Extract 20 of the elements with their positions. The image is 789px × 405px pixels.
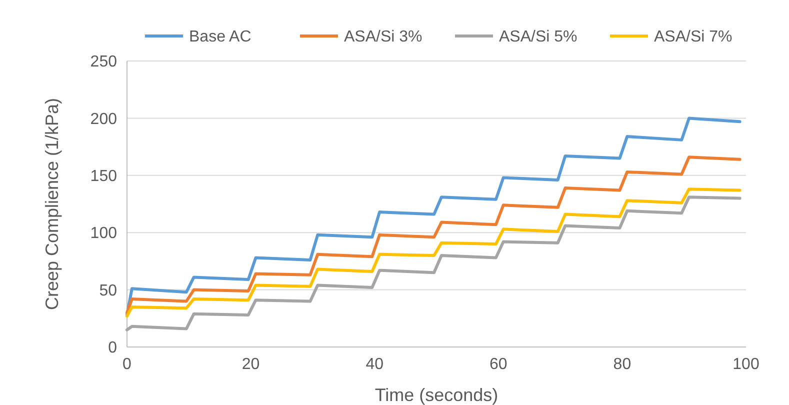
- x-tick-label: 40: [366, 356, 384, 373]
- x-tick-label: 100: [732, 356, 760, 373]
- legend-label: ASA/Si 3%: [344, 28, 422, 46]
- line-series: [126, 116, 742, 316]
- legend-label: ASA/Si 7%: [654, 28, 732, 46]
- x-axis-title: Time (seconds): [374, 385, 498, 405]
- x-tick-label: 60: [490, 356, 508, 373]
- x-tick-label: 0: [122, 356, 132, 373]
- y-tick-label: 50: [99, 282, 118, 300]
- y-tick-label: 150: [90, 168, 118, 185]
- y-tick-label: 250: [90, 54, 118, 71]
- legend-label: ASA/Si 5%: [499, 28, 578, 46]
- y-tick-label: 200: [90, 110, 118, 128]
- legend-label: Base AC: [189, 28, 252, 46]
- line-series: [126, 156, 742, 314]
- y-tick-label: 0: [108, 340, 118, 357]
- x-tick-label: 20: [242, 356, 260, 373]
- y-axis-title: Creep Complience (1/kPa): [42, 98, 62, 310]
- y-tick-label: 100: [90, 225, 118, 242]
- x-tick-label: 80: [613, 356, 632, 373]
